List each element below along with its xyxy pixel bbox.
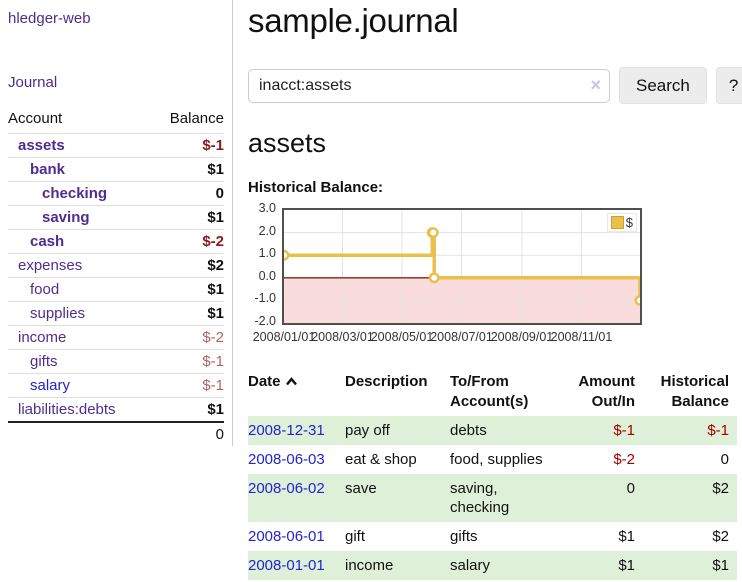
register-row: 2008-01-01 income salary $1 $1 (248, 551, 737, 580)
transaction-balance: 0 (720, 451, 729, 468)
account-balance: $1 (151, 157, 224, 182)
transaction-accounts: gifts (450, 528, 478, 545)
chart-title: Historical Balance: (248, 179, 384, 196)
account-row: liabilities:debts $1 (8, 397, 224, 423)
transaction-accounts: salary (450, 557, 491, 574)
register-header-date[interactable]: Date (248, 368, 345, 416)
account-row: food $1 (8, 277, 224, 302)
transaction-amount: $1 (618, 528, 635, 545)
account-link-checking[interactable]: checking (42, 185, 108, 202)
register-row: 2008-06-03 eat & shop food, supplies $-2… (248, 445, 737, 474)
transaction-accounts: food, supplies (450, 451, 543, 468)
account-row: checking 0 (8, 181, 224, 206)
account-row: assets $-1 (8, 133, 224, 158)
transaction-description: income (345, 557, 394, 574)
transaction-description: save (345, 480, 377, 497)
account-link-salary[interactable]: salary (30, 377, 71, 394)
account-link-food[interactable]: food (30, 281, 60, 298)
accounts-total-value: 0 (151, 421, 224, 446)
register-header-description: Description (345, 373, 428, 390)
transaction-description: gift (345, 528, 366, 545)
account-link-liabilities-debts[interactable]: liabilities:debts (18, 401, 116, 418)
account-link-saving[interactable]: saving (42, 209, 90, 226)
register-row: 2008-12-31 pay off debts $-1 $-1 (248, 416, 737, 445)
account-row: bank $1 (8, 157, 224, 182)
account-link-cash[interactable]: cash (30, 233, 65, 250)
transaction-balance: $2 (712, 480, 729, 497)
search-input[interactable] (248, 68, 610, 103)
account-balance: $-1 (151, 349, 224, 374)
account-link-income[interactable]: income (18, 329, 67, 346)
register-header-amount: Amount Out/In (578, 373, 635, 410)
help-button[interactable]: ? (715, 67, 742, 104)
chart-plot-area: $ (282, 208, 642, 325)
chart-legend: $ (606, 213, 637, 232)
transaction-date-link[interactable]: 2008-01-01 (248, 557, 325, 574)
account-row: expenses $2 (8, 253, 224, 278)
transaction-amount: 0 (626, 480, 635, 497)
account-link-bank[interactable]: bank (30, 161, 66, 178)
transaction-date-link[interactable]: 2008-06-02 (248, 480, 325, 497)
transaction-date-link[interactable]: 2008-12-31 (248, 422, 325, 439)
transaction-balance: $2 (712, 528, 729, 545)
account-balance: $-1 (151, 373, 224, 398)
transaction-amount: $-1 (613, 422, 635, 439)
chart-x-axis: 2008/01/01 2008/03/01 2008/05/01 2008/07/01… (252, 330, 613, 344)
account-row: gifts $-1 (8, 349, 224, 374)
account-balance: $-1 (151, 133, 224, 158)
account-balance: $-2 (151, 325, 224, 350)
legend-label: $ (625, 215, 633, 230)
account-row: saving $1 (8, 205, 224, 230)
search-button[interactable]: Search (619, 67, 707, 104)
transaction-description: eat & shop (345, 451, 417, 468)
page-title: sample.journal (248, 2, 459, 39)
account-link-gifts[interactable]: gifts (30, 353, 58, 370)
app-brand-link[interactable]: hledger-web (8, 10, 91, 27)
transaction-accounts: saving, checking (450, 480, 510, 516)
search-form: × Search ? (248, 67, 742, 104)
transaction-date-link[interactable]: 2008-06-03 (248, 451, 325, 468)
accounts-total-row: 0 (8, 421, 224, 446)
transaction-balance: $1 (712, 557, 729, 574)
account-link-assets[interactable]: assets (18, 137, 65, 154)
register-header-accounts: To/From Account(s) (450, 373, 529, 410)
legend-swatch-icon (610, 216, 624, 229)
transaction-accounts: debts (450, 422, 487, 439)
chart-canvas (284, 210, 640, 323)
transaction-amount: $-2 (613, 451, 635, 468)
account-balance: $-2 (151, 229, 224, 254)
main-panel: sample.journal × Search ? assets Histori… (233, 0, 742, 582)
account-heading: assets (248, 128, 327, 158)
register-row: 2008-06-02 save saving, checking 0 $2 (248, 474, 737, 522)
account-balance: $1 (151, 301, 224, 326)
account-link-supplies[interactable]: supplies (30, 305, 86, 322)
accounts-header-balance: Balance (151, 106, 224, 134)
account-row: supplies $1 (8, 301, 224, 326)
register-table: Date Description To/From Account(s) Amou… (248, 368, 737, 580)
clear-search-icon[interactable]: × (590, 74, 601, 95)
sidebar: hledger-web Journal Account Balance asse… (0, 0, 233, 446)
transaction-date-link[interactable]: 2008-06-01 (248, 528, 325, 545)
account-balance: $2 (151, 253, 224, 278)
register-header-balance: Historical Balance (660, 373, 729, 410)
account-row: salary $-1 (8, 373, 224, 398)
transaction-balance: $-1 (707, 422, 729, 439)
sort-asc-icon (285, 377, 297, 386)
account-balance: 0 (151, 181, 224, 206)
account-balance: $1 (151, 277, 224, 302)
register-row: 2008-06-01 gift gifts $1 $2 (248, 522, 737, 551)
account-balance: $1 (151, 397, 224, 423)
chart-y-axis: 3.0 2.0 1.0 0.0 -1.0 -2.0 (254, 201, 276, 328)
accounts-table: Account Balance assets $-1 bank $1 checkin… (8, 106, 224, 446)
transaction-amount: $1 (618, 557, 635, 574)
transaction-description: pay off (345, 422, 390, 439)
account-link-expenses[interactable]: expenses (18, 257, 83, 274)
accounts-header-account: Account (8, 106, 152, 134)
sidebar-item-journal[interactable]: Journal (8, 74, 58, 91)
account-row: income $-2 (8, 325, 224, 350)
account-row: cash $-2 (8, 229, 224, 254)
balance-chart: 3.0 2.0 1.0 0.0 -1.0 -2.0 $ 2008/01/01 2008/03… (248, 201, 742, 346)
account-balance: $1 (151, 205, 224, 230)
